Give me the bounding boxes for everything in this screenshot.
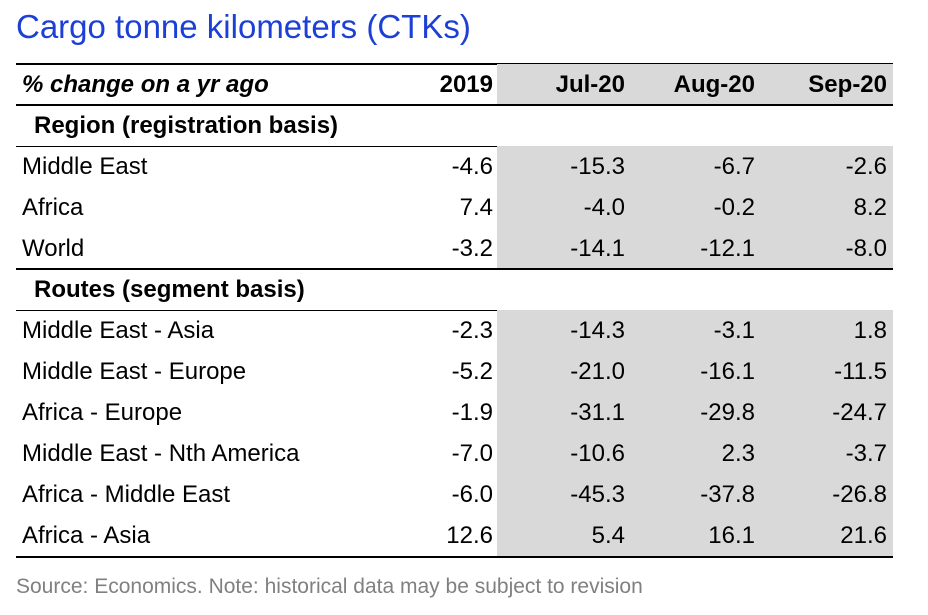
header-shade xyxy=(497,64,893,105)
row-label: Africa - Middle East xyxy=(22,481,231,508)
table-bottom-rule xyxy=(16,556,893,558)
row-shade xyxy=(497,310,893,351)
table-top-rule xyxy=(16,63,893,65)
row-shade xyxy=(497,351,893,392)
section-title-row: Region (registration basis) xyxy=(16,105,893,146)
cell-col-sep-20: 8.2 xyxy=(853,194,887,221)
cell-col-sep-20: -3.7 xyxy=(845,440,887,467)
cell-col-aug-20: -29.8 xyxy=(700,399,755,426)
row-label: Africa xyxy=(22,194,84,221)
header-col-sep-20: Sep-20 xyxy=(808,71,887,98)
cell-col-jul-20: 5.4 xyxy=(591,522,625,549)
cell-col-jul-20: -14.3 xyxy=(570,317,625,344)
section-title-row: Routes (segment basis) xyxy=(16,269,893,310)
cell-col-aug-20: -12.1 xyxy=(700,235,755,262)
section-title: Routes (segment basis) xyxy=(34,276,305,303)
source-note: Source: Economics. Note: historical data… xyxy=(16,575,643,598)
cell-col-sep-20: 21.6 xyxy=(840,522,887,549)
table-row: Africa 7.4 -4.0 -0.2 8.2 xyxy=(16,187,893,228)
table-row: Middle East - Europe -5.2 -21.0 -16.1 -11.5 xyxy=(16,351,893,392)
row-shade xyxy=(497,474,893,515)
cell-col-jul-20: -10.6 xyxy=(570,440,625,467)
table-row: Middle East - Asia -2.3 -14.3 -3.1 1.8 xyxy=(16,310,893,351)
cell-col-jul-20: -31.1 xyxy=(570,399,625,426)
table-row: World -3.2 -14.1 -12.1 -8.0 xyxy=(16,228,893,269)
row-shade xyxy=(497,146,893,187)
cell-col-2019: -4.6 xyxy=(451,153,493,180)
header-col-aug-20: Aug-20 xyxy=(673,71,755,98)
cell-col-aug-20: -37.8 xyxy=(700,481,755,508)
cell-col-sep-20: -24.7 xyxy=(832,399,887,426)
row-label: Africa - Europe xyxy=(22,399,183,426)
table-row: Africa - Europe -1.9 -31.1 -29.8 -24.7 xyxy=(16,392,893,433)
section-rule-bottom xyxy=(16,310,893,311)
page-title: Cargo tonne kilometers (CTKs) xyxy=(16,8,471,45)
cell-col-2019: -5.2 xyxy=(451,358,493,385)
table-row: Africa - Middle East -6.0 -45.3 -37.8 -26.8 xyxy=(16,474,893,515)
cell-col-jul-20: -4.0 xyxy=(583,194,625,221)
cell-col-jul-20: -45.3 xyxy=(570,481,625,508)
cell-col-jul-20: -15.3 xyxy=(570,153,625,180)
cell-col-aug-20: 2.3 xyxy=(721,440,755,467)
row-shade xyxy=(497,433,893,474)
section-rule-bottom xyxy=(16,146,893,147)
cell-col-sep-20: -2.6 xyxy=(845,153,887,180)
cell-col-aug-20: -3.1 xyxy=(713,317,755,344)
cell-col-sep-20: -26.8 xyxy=(832,481,887,508)
header-label: % change on a yr ago xyxy=(22,71,269,98)
row-label: Middle East - Asia xyxy=(22,317,215,344)
section-rule-top xyxy=(16,104,893,106)
cell-col-aug-20: -0.2 xyxy=(713,194,755,221)
row-shade xyxy=(497,228,893,269)
header-col-jul-20: Jul-20 xyxy=(555,71,625,98)
table-row: Africa - Asia 12.6 5.4 16.1 21.6 xyxy=(16,515,893,556)
cell-col-2019: -7.0 xyxy=(451,440,493,467)
row-shade xyxy=(497,187,893,228)
ctk-table: % change on a yr ago 2019 Jul-20 Aug-20 Sep-… xyxy=(16,63,893,558)
cell-col-2019: -1.9 xyxy=(451,399,493,426)
cell-col-aug-20: -16.1 xyxy=(700,358,755,385)
row-label: Africa - Asia xyxy=(22,522,151,549)
cell-col-sep-20: 1.8 xyxy=(853,317,887,344)
row-label: Middle East - Nth America xyxy=(22,440,300,467)
cell-col-2019: -2.3 xyxy=(451,317,493,344)
table-row: Middle East - Nth America -7.0 -10.6 2.3 -3.… xyxy=(16,433,893,474)
row-label: Middle East - Europe xyxy=(22,358,247,385)
row-label: Middle East xyxy=(22,153,148,180)
table-row: Middle East -4.6 -15.3 -6.7 -2.6 xyxy=(16,146,893,187)
row-shade xyxy=(497,515,893,556)
cell-col-sep-20: -11.5 xyxy=(834,358,887,385)
cell-col-jul-20: -14.1 xyxy=(570,235,625,262)
cell-col-2019: 7.4 xyxy=(459,194,493,221)
section-title: Region (registration basis) xyxy=(34,112,339,139)
cell-col-sep-20: -8.0 xyxy=(845,235,887,262)
row-shade xyxy=(497,392,893,433)
cell-col-jul-20: -21.0 xyxy=(570,358,625,385)
cell-col-2019: 12.6 xyxy=(446,522,493,549)
section-rule-top xyxy=(16,268,893,270)
table-grid: % change on a yr ago 2019 Jul-20 Aug-20 Sep-… xyxy=(16,63,893,558)
cell-col-2019: -6.0 xyxy=(451,481,493,508)
cell-col-aug-20: 16.1 xyxy=(708,522,755,549)
cell-col-aug-20: -6.7 xyxy=(713,153,755,180)
row-label: World xyxy=(22,235,85,262)
table-header-row: % change on a yr ago 2019 Jul-20 Aug-20 Sep-… xyxy=(16,64,893,105)
cell-col-2019: -3.2 xyxy=(451,235,493,262)
header-col-2019: 2019 xyxy=(439,71,493,98)
